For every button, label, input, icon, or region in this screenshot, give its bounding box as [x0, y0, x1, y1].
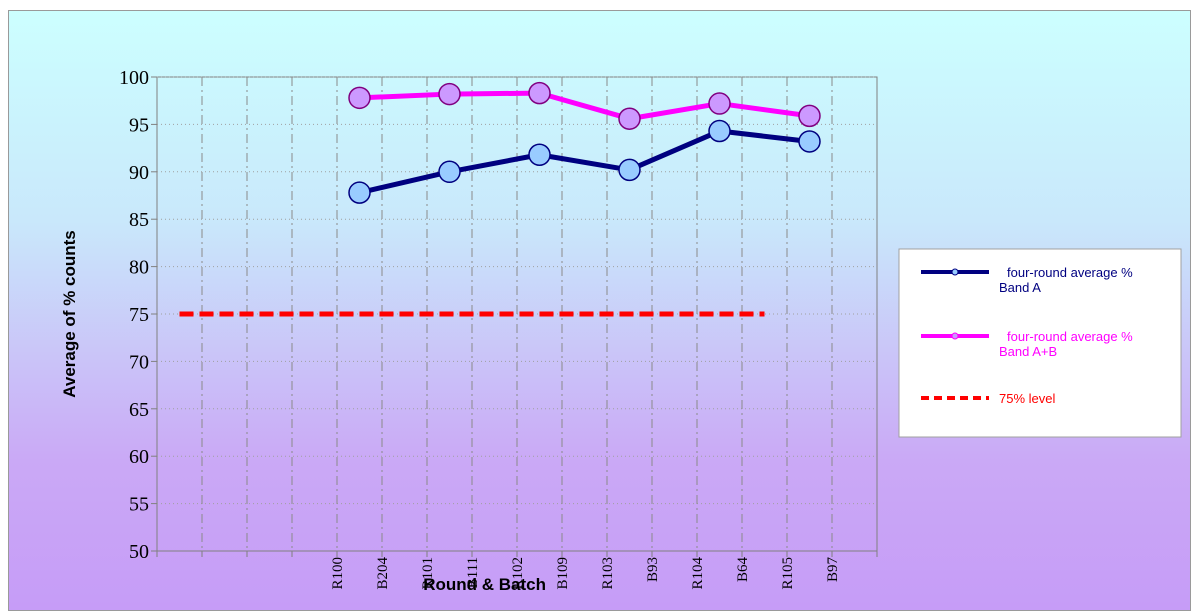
legend-swatch-marker: [951, 268, 959, 276]
legend: four-round average % Band A four-round ave…: [898, 248, 1182, 438]
x-category-label: B111: [465, 557, 481, 588]
y-tick-label: 55: [129, 494, 149, 516]
legend-label: 75% level: [999, 391, 1055, 406]
data-point: [528, 143, 551, 166]
y-tick-label: 90: [129, 162, 149, 184]
data-point: [618, 158, 641, 182]
axes: 50 55 60 65 70 75 80 85 90 95 100 R100 B204 R101 B111 R…: [119, 67, 878, 590]
y-tick-label: 60: [129, 446, 149, 468]
data-point: [618, 107, 641, 130]
y-tick-label: 80: [129, 257, 149, 279]
y-tick-label: 100: [119, 67, 149, 89]
x-category-label: R105: [780, 557, 796, 590]
y-tick-label: 85: [129, 209, 149, 231]
y-axis-title: Average of % counts: [60, 230, 79, 398]
series-line-0: [358, 128, 810, 196]
y-tick-label: 75: [129, 304, 149, 326]
data-point: [798, 130, 821, 153]
x-category-label: B64: [735, 557, 751, 583]
x-category-label: R102: [510, 557, 526, 590]
series-layer: [179, 81, 821, 317]
x-category-label: B97: [825, 557, 841, 583]
x-category-label: B204: [375, 557, 391, 590]
x-category-label: R100: [330, 557, 346, 590]
x-category-label: R103: [600, 557, 616, 590]
x-category-label: R101: [420, 557, 436, 590]
series-line-1: [359, 90, 810, 122]
chart-area: 50 55 60 65 70 75 80 85 90 95 100 R100 B204 R101 B111 R…: [8, 10, 1191, 611]
data-point: [438, 82, 461, 106]
x-category-label: B93: [645, 557, 661, 582]
y-tick-label: 65: [129, 399, 149, 421]
legend-swatch-marker: [951, 332, 959, 340]
data-point: [438, 160, 461, 184]
data-point: [528, 81, 551, 105]
data-point: [708, 119, 731, 143]
legend-label: four-round average % Band A+B: [999, 329, 1133, 359]
data-point: [708, 92, 731, 115]
x-category-label: B109: [555, 557, 571, 590]
legend-box: [898, 248, 1182, 438]
y-tick-label: 95: [129, 114, 149, 136]
data-point: [348, 181, 371, 204]
x-category-label: R104: [690, 557, 706, 590]
y-tick-label: 70: [129, 351, 149, 373]
y-tick-label: 50: [129, 541, 149, 563]
data-point: [348, 86, 371, 110]
data-point: [798, 104, 821, 128]
legend-label: four-round average % Band A: [999, 265, 1133, 295]
x-axis-title: Round & Batch: [423, 575, 546, 594]
